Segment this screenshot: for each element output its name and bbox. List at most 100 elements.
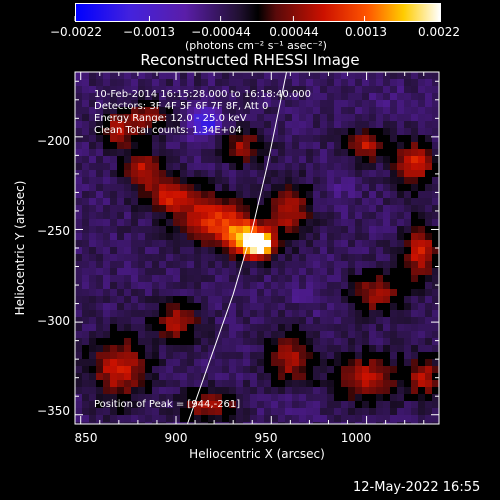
heatmap-cell (313, 191, 320, 198)
heatmap-cell (264, 408, 271, 415)
heatmap-cell (201, 121, 208, 128)
heatmap-cell (383, 219, 390, 226)
heatmap-cell (166, 289, 173, 296)
heatmap-cell (425, 331, 432, 338)
heatmap-cell (432, 380, 439, 387)
heatmap-cell (383, 233, 390, 240)
heatmap-cell (397, 142, 404, 149)
heatmap-cell (299, 338, 306, 345)
heatmap-cell (166, 401, 173, 408)
heatmap-cell (145, 86, 152, 93)
heatmap-cell (264, 156, 271, 163)
heatmap-cell (187, 317, 194, 324)
heatmap-cell (236, 373, 243, 380)
heatmap-cell (166, 184, 173, 191)
heatmap-cell (110, 79, 117, 86)
heatmap-cell (187, 422, 194, 424)
heatmap-cell (271, 247, 278, 254)
heatmap-cell (152, 408, 159, 415)
heatmap-cell (432, 240, 439, 247)
heatmap-cell (75, 114, 82, 121)
heatmap-cell (299, 191, 306, 198)
heatmap-cell (124, 149, 131, 156)
heatmap-cell (383, 226, 390, 233)
heatmap-cell (362, 191, 369, 198)
heatmap-cell (131, 219, 138, 226)
heatmap-cell (96, 212, 103, 219)
heatmap-cell (425, 408, 432, 415)
heatmap-cell (96, 184, 103, 191)
heatmap-cell (166, 86, 173, 93)
heatmap-cell (117, 415, 124, 422)
heatmap-cell (362, 93, 369, 100)
heatmap-cell (390, 345, 397, 352)
heatmap-cell (173, 219, 180, 226)
detectors-text: Detectors: 3F 4F 5F 6F 7F 8F, Att 0 (94, 101, 269, 112)
heatmap-cell (278, 114, 285, 121)
heatmap-cell (138, 79, 145, 86)
heatmap-cell (250, 107, 257, 114)
heatmap-cell (271, 373, 278, 380)
heatmap-cell (271, 345, 278, 352)
heatmap-cell (278, 198, 285, 205)
heatmap-cell (362, 303, 369, 310)
heatmap-cell (222, 219, 229, 226)
heatmap-cell (145, 128, 152, 135)
heatmap-cell (96, 100, 103, 107)
heatmap-cell (390, 114, 397, 121)
heatmap-cell (187, 163, 194, 170)
heatmap-cell (243, 100, 250, 107)
heatmap-cell (348, 226, 355, 233)
heatmap-cell (271, 121, 278, 128)
heatmap-cell (271, 254, 278, 261)
heatmap-cell (236, 142, 243, 149)
heatmap-cell (159, 149, 166, 156)
heatmap-cell (180, 107, 187, 114)
heatmap-cell (110, 142, 117, 149)
heatmap-cell (369, 275, 376, 282)
heatmap-cell (411, 415, 418, 422)
heatmap-cell (278, 226, 285, 233)
heatmap-cell (411, 268, 418, 275)
heatmap-cell (201, 289, 208, 296)
heatmap-cell (243, 380, 250, 387)
heatmap-cell (250, 247, 257, 254)
heatmap-cell (264, 331, 271, 338)
heatmap-cell (152, 317, 159, 324)
heatmap-cell (383, 128, 390, 135)
heatmap-cell (411, 233, 418, 240)
heatmap-cell (432, 261, 439, 268)
heatmap-cell (103, 394, 110, 401)
heatmap-cell (229, 387, 236, 394)
heatmap-cell (131, 380, 138, 387)
heatmap-cell (243, 415, 250, 422)
heatmap-cell (285, 142, 292, 149)
heatmap-cell (124, 415, 131, 422)
heatmap-cell (383, 142, 390, 149)
heatmap-cell (152, 387, 159, 394)
heatmap-cell (362, 331, 369, 338)
heatmap-cell (418, 289, 425, 296)
heatmap-cell (187, 296, 194, 303)
heatmap-cell (89, 331, 96, 338)
heatmap-cell (376, 268, 383, 275)
heatmap-cell (124, 240, 131, 247)
heatmap-cell (306, 352, 313, 359)
heatmap-cell (411, 240, 418, 247)
heatmap-cell (327, 254, 334, 261)
heatmap-cell (285, 114, 292, 121)
heatmap-cell (404, 261, 411, 268)
heatmap-cell (327, 261, 334, 268)
heatmap-cell (404, 107, 411, 114)
heatmap-cell (306, 289, 313, 296)
heatmap-cell (404, 184, 411, 191)
heatmap-cell (180, 191, 187, 198)
heatmap-cell (327, 177, 334, 184)
heatmap-cell (285, 93, 292, 100)
heatmap-cell (236, 212, 243, 219)
heatmap-cell (159, 282, 166, 289)
heatmap-cell (369, 205, 376, 212)
heatmap-cell (180, 401, 187, 408)
heatmap-cell (327, 121, 334, 128)
heatmap-cell (103, 366, 110, 373)
